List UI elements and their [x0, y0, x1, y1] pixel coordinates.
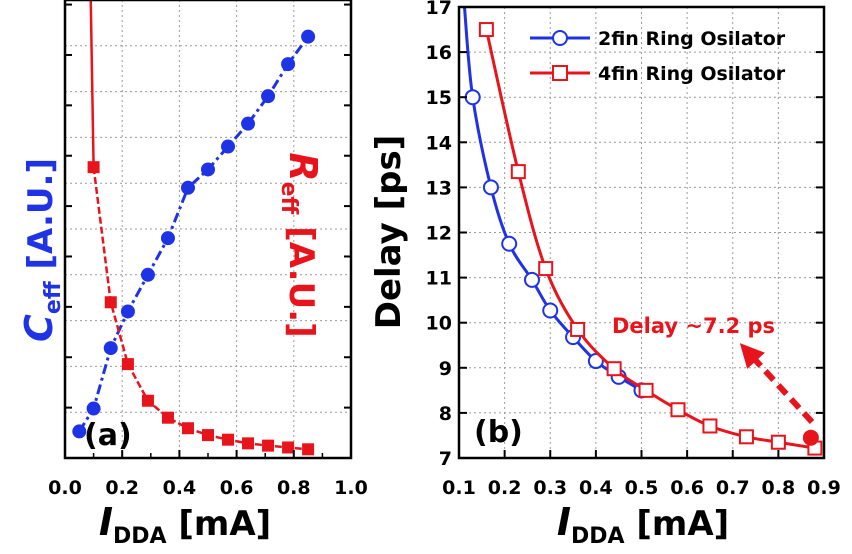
panel-b-label: (b) [474, 415, 523, 450]
delay-highlight-point [802, 429, 819, 446]
r-eff-point [242, 437, 255, 450]
panel-a-series [72, 0, 316, 456]
y-tick-label: 11 [426, 268, 452, 290]
panel-a-x-tick-labels: 0.0 0.2 0.4 0.6 0.8 1.0 [48, 477, 368, 499]
x-tick-label: 0.3 [533, 477, 567, 499]
panel-b-legend: 2fin Ring Osilator 4fin Ring Osilator [530, 28, 786, 85]
y-tick-label: 8 [439, 403, 452, 425]
r-eff-point [181, 422, 194, 435]
r-eff-line-head [89, 0, 95, 168]
panel-b-ticks [458, 6, 825, 459]
c-eff-point [72, 424, 87, 439]
y-tick-label: 13 [426, 177, 452, 199]
r-eff-point [121, 358, 134, 371]
c-eff-point [103, 341, 118, 356]
r-eff-point [104, 296, 117, 309]
c-eff-point [160, 231, 175, 246]
panel-b-series [462, 6, 823, 456]
x-tick-label: 0.9 [807, 477, 841, 499]
series-4fin-point [770, 434, 786, 450]
panel-b-grid [459, 7, 824, 458]
annotation-arrow [739, 343, 815, 425]
series-2fin-point [524, 271, 540, 288]
panel-b: 0.1 0.2 0.3 0.4 0.5 0.6 0.7 0.8 0.9 7 8 9 10 11 12 13 1… [369, 0, 841, 549]
c-eff-point [241, 116, 256, 131]
c-eff-point [140, 267, 155, 282]
r-eff-point [302, 443, 315, 456]
r-eff-point [282, 441, 295, 454]
x-tick-label: 0.4 [579, 477, 613, 499]
r-eff-point [262, 439, 275, 452]
x-tick-label: 0.5 [625, 477, 659, 499]
r-eff-point [202, 429, 214, 442]
r-eff-point [141, 394, 154, 407]
panel-a-right-y-axis-title: Reff [A.U.] [276, 152, 325, 337]
x-tick-label: 0.1 [442, 477, 476, 499]
y-tick-label: 9 [439, 358, 452, 380]
c-eff-point [261, 89, 276, 104]
x-tick-label: 0.0 [48, 477, 82, 499]
delay-annotation: Delay ~7.2 ps [612, 314, 775, 338]
series-2fin-point [482, 179, 499, 196]
panel-a-label: (a) [84, 418, 132, 453]
x-tick-label: 0.8 [762, 477, 796, 499]
panel-a-x-axis-title: IDDA [mA] [99, 500, 271, 549]
series-4fin-point [638, 382, 654, 398]
y-tick-label: 14 [426, 132, 452, 154]
panel-b-y-axis-title: Delay [ps] [369, 135, 409, 330]
x-tick-label: 0.4 [163, 477, 197, 499]
y-tick-label: 12 [426, 223, 452, 245]
series-4fin-point [606, 361, 622, 377]
legend-entry-2fin: 2fin Ring Osilator [530, 28, 786, 50]
y-tick-label: 10 [426, 313, 452, 335]
c-eff-point [221, 139, 236, 154]
r-eff-point [87, 161, 100, 174]
x-tick-label: 0.6 [220, 477, 254, 499]
series-4fin-point [670, 402, 686, 418]
x-tick-label: 1.0 [334, 477, 368, 499]
legend-label-4fin: 4fin Ring Osilator [598, 63, 786, 85]
series-4fin-point [570, 321, 586, 337]
series-4fin-point [478, 22, 494, 38]
y-tick-label: 16 [426, 42, 452, 64]
series-4fin-point [702, 418, 718, 434]
c-eff-point [301, 29, 316, 44]
r-eff-point [222, 433, 235, 446]
series-2fin-point [587, 353, 604, 370]
series-2fin-line [462, 6, 643, 392]
series-4fin-point [738, 429, 754, 445]
x-tick-label: 0.8 [277, 477, 311, 499]
y-tick-label: 7 [439, 448, 452, 470]
series-2fin-point [501, 235, 518, 252]
x-tick-label: 0.2 [105, 477, 139, 499]
c-eff-point [180, 180, 195, 195]
c-eff-point [86, 401, 101, 416]
x-tick-label: 0.2 [488, 477, 522, 499]
panel-a: 0.0 0.2 0.4 0.6 0.8 1.0 (a) IDDA [mA] Ceff [A… [17, 0, 368, 549]
series-2fin-point [542, 302, 559, 319]
series-2fin-point [464, 89, 481, 106]
series-4fin-point [538, 261, 554, 277]
panel-b-y-tick-labels: 7 8 9 10 11 12 13 14 15 16 17 [426, 0, 452, 470]
series-4fin-point [510, 164, 526, 180]
panel-a-left-y-axis-title: Ceff [A.U.] [17, 158, 66, 342]
x-tick-label: 0.7 [716, 477, 750, 499]
c-eff-point [201, 162, 215, 177]
panel-a-ticks [64, 3, 352, 458]
panel-a-grid [65, 0, 351, 458]
c-eff-point [281, 57, 296, 72]
c-eff-point [120, 304, 135, 319]
panel-b-x-tick-labels: 0.1 0.2 0.3 0.4 0.5 0.6 0.7 0.8 0.9 [442, 477, 841, 499]
y-tick-label: 17 [426, 0, 452, 19]
legend-label-2fin: 2fin Ring Osilator [598, 28, 786, 50]
y-tick-label: 15 [426, 87, 452, 109]
x-tick-label: 0.6 [670, 477, 704, 499]
legend-entry-4fin: 4fin Ring Osilator [530, 63, 786, 85]
panel-b-x-axis-title: IDDA [mA] [557, 500, 729, 549]
r-eff-point [161, 411, 174, 424]
